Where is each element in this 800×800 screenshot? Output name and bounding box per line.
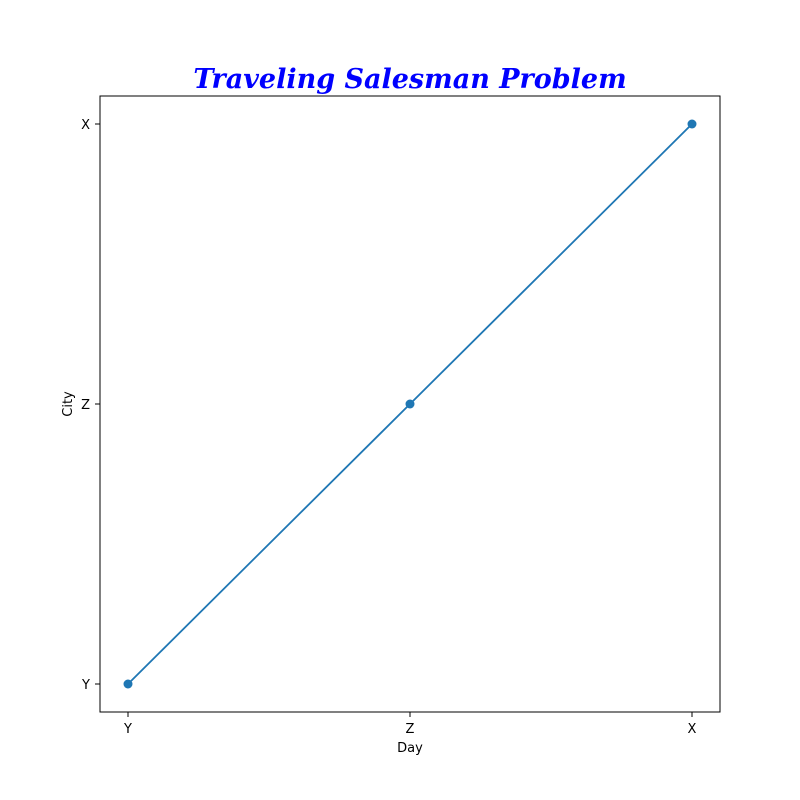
- y-axis: Y Z X: [81, 118, 100, 693]
- x-tick-label: X: [688, 722, 697, 737]
- chart-title: Traveling Salesman Problem: [193, 64, 626, 95]
- data-point-marker: [687, 119, 697, 129]
- data-point-marker: [123, 679, 133, 689]
- x-tick-label: Z: [406, 722, 415, 737]
- y-tick-label: Y: [81, 678, 90, 693]
- x-tick-label: Y: [123, 722, 132, 737]
- y-tick-label: X: [81, 118, 90, 133]
- y-tick-label: Z: [81, 398, 90, 413]
- data-point-marker: [405, 399, 415, 409]
- series-layer: [123, 119, 697, 689]
- x-axis-label: Day: [397, 741, 423, 756]
- y-axis-label: City: [61, 391, 76, 417]
